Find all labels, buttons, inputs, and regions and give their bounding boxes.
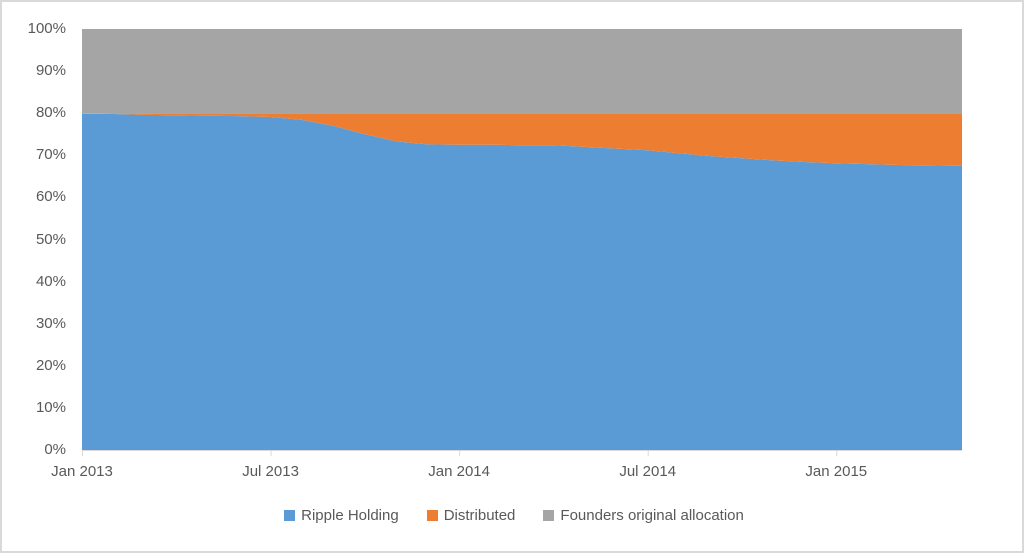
legend-swatch-ripple-holding: [284, 510, 296, 521]
y-axis-tick-label: 30%: [35, 314, 66, 332]
y-axis-tick-label: 70%: [35, 146, 66, 164]
legend-label: Distributed: [443, 507, 516, 524]
y-axis-tick-label: 40%: [35, 272, 66, 290]
area-ripple-holding: [82, 113, 962, 450]
y-axis-tick-label: 10%: [35, 398, 66, 416]
y-axis-tick-label: 90%: [35, 62, 66, 80]
y-axis-tick-label: 100%: [27, 20, 66, 37]
area-distributed: [82, 113, 962, 166]
legend-item-founders-original-allocation: Founders original allocation: [543, 507, 744, 524]
x-axis-tick-label: Jul 2013: [242, 463, 299, 480]
x-axis-tick-label: Jan 2013: [51, 463, 113, 480]
legend-swatch-distributed: [426, 510, 438, 521]
legend-item-distributed: Distributed: [426, 507, 516, 524]
area-founders-original-allocation: [82, 29, 962, 114]
x-axis-tick-label: Jul 2014: [619, 463, 677, 480]
legend-swatch-founders-original-allocation: [543, 510, 555, 521]
y-axis-tick-label: 0%: [44, 441, 66, 458]
legend-label: Ripple Holding: [301, 507, 399, 524]
x-axis-tick-label: Jan 2014: [428, 463, 490, 480]
legend-label: Founders original allocation: [560, 507, 744, 524]
x-axis-tick-label: Jan 2015: [805, 463, 868, 480]
y-axis-tick-label: 80%: [35, 104, 66, 122]
y-axis-tick-label: 20%: [35, 356, 66, 374]
legend-item-ripple-holding: Ripple Holding: [284, 507, 399, 524]
y-axis-tick-label: 60%: [35, 188, 66, 206]
legend: Ripple Holding Distributed Founders origin…: [2, 507, 1022, 524]
y-axis-tick-label: 50%: [35, 230, 66, 248]
